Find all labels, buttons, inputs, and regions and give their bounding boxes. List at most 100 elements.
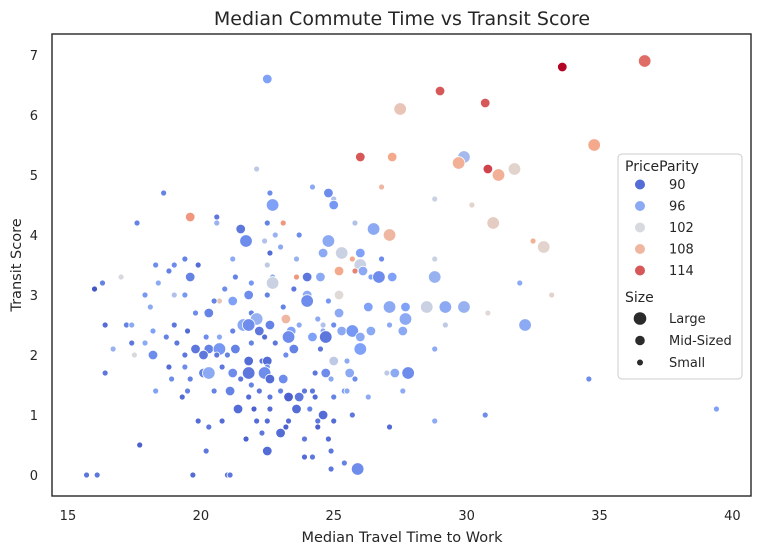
data-point [420, 300, 434, 314]
data-point [190, 343, 201, 355]
data-point [279, 219, 287, 227]
data-point [355, 151, 366, 163]
data-point [336, 325, 347, 337]
data-point [128, 339, 136, 347]
data-point [315, 271, 326, 283]
data-point [247, 381, 255, 389]
data-point [213, 219, 221, 227]
data-point [386, 271, 398, 283]
data-point [283, 391, 294, 403]
data-point [355, 247, 366, 259]
legend-size-entries: Large Mid-Sized Small [633, 312, 732, 371]
data-point [372, 270, 386, 284]
data-point [364, 393, 372, 401]
data-point [350, 462, 365, 476]
data-point [237, 375, 245, 383]
data-point [557, 61, 568, 73]
data-point [507, 162, 522, 176]
data-point [319, 330, 333, 344]
data-point [152, 387, 160, 395]
plot-frame [51, 33, 752, 497]
data-point [262, 445, 273, 457]
data-point [152, 261, 160, 269]
data-point [181, 351, 189, 359]
data-point [386, 423, 393, 431]
data-point [330, 321, 338, 329]
data-point [216, 333, 223, 341]
legend-size-marker [635, 335, 645, 346]
data-point [117, 273, 125, 281]
data-point [301, 435, 308, 443]
data-point [290, 285, 298, 293]
data-point [431, 195, 439, 203]
data-point [185, 271, 196, 283]
chart-title: Median Commute Time vs Transit Score [214, 8, 590, 30]
data-point [147, 349, 159, 361]
data-point [382, 228, 397, 242]
data-point [351, 219, 359, 227]
data-point [529, 237, 537, 245]
data-point [295, 321, 303, 329]
legend-frame [617, 153, 743, 380]
x-axis-label: Median Travel Time to Work [301, 530, 503, 546]
data-point [320, 367, 331, 379]
legend: PriceParity 90 96 102 108 114 Size Large Mid-… [617, 153, 743, 380]
data-point [101, 321, 109, 329]
data-point [258, 429, 266, 437]
data-point [518, 318, 532, 332]
data-point [109, 345, 117, 353]
legend-size-label: Mid-Sized [669, 334, 732, 349]
data-point [261, 333, 269, 341]
x-tick-label: 30 [458, 509, 475, 524]
data-point [340, 459, 348, 467]
data-point [247, 279, 255, 287]
data-point [285, 417, 292, 425]
data-point [328, 199, 339, 211]
y-tick-label: 1 [30, 409, 38, 424]
data-point [355, 331, 366, 343]
data-point [165, 363, 173, 371]
data-point [327, 465, 335, 473]
data-point [327, 375, 335, 383]
data-point [264, 373, 276, 385]
data-point [186, 375, 194, 383]
data-point [366, 222, 381, 236]
data-point [314, 315, 322, 323]
data-point [253, 417, 261, 425]
data-point [218, 417, 226, 425]
data-point [386, 151, 398, 163]
data-point [382, 300, 397, 314]
data-point [229, 255, 237, 263]
data-point [351, 267, 359, 275]
legend-hue-marker [635, 201, 645, 211]
data-point [327, 447, 335, 455]
data-point [227, 295, 238, 307]
data-point [386, 321, 393, 329]
data-point [210, 387, 218, 395]
data-point [431, 255, 439, 263]
data-point [221, 285, 229, 293]
data-point [250, 405, 258, 413]
y-tick-label: 4 [30, 229, 38, 244]
data-point [247, 339, 255, 347]
legend-hue-title: PriceParity [625, 159, 699, 175]
legend-size-title: Size [625, 290, 654, 306]
data-point [378, 255, 385, 263]
data-point [481, 411, 489, 419]
data-point [168, 375, 176, 383]
data-point [224, 351, 231, 359]
data-point [301, 453, 308, 461]
data-point [306, 405, 314, 413]
data-point [170, 321, 178, 329]
legend-hue-label: 114 [669, 264, 694, 279]
y-tick-label: 2 [30, 349, 38, 364]
data-point [399, 387, 407, 395]
data-point [431, 417, 439, 425]
data-point [293, 273, 300, 281]
data-point [263, 219, 271, 227]
data-point [141, 339, 149, 347]
y-tick-label: 5 [30, 169, 38, 184]
data-point [293, 255, 300, 263]
data-point [128, 321, 136, 329]
data-point [378, 183, 385, 191]
